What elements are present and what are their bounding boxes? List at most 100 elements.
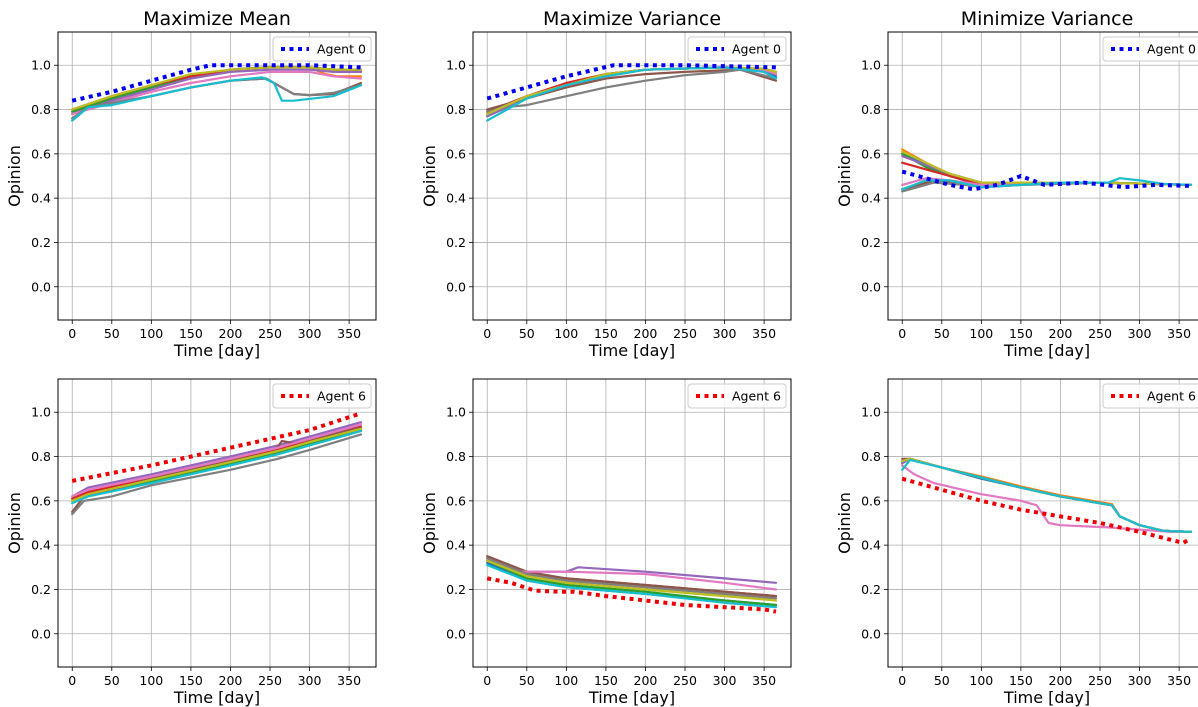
series-line-8	[71, 427, 363, 502]
x-axis-label: Time [day]	[173, 341, 260, 360]
series-line-7	[486, 557, 778, 600]
y-tick-label: 0.0	[31, 279, 51, 294]
legend-label: Agent 6	[317, 389, 366, 404]
y-axis-label: Opinion	[835, 492, 854, 554]
y-tick-label: 0.0	[861, 279, 881, 294]
legend-box	[272, 36, 372, 62]
y-tick-label: 0.2	[31, 235, 51, 250]
x-tick-label: 150	[594, 326, 618, 341]
x-tick-label: 350	[337, 326, 361, 341]
y-tick-label: 0.2	[861, 582, 881, 597]
legend-box	[687, 383, 787, 409]
y-tick-label: 0.8	[861, 102, 881, 117]
series-line-4	[71, 421, 363, 498]
y-tick-label: 0.6	[446, 493, 466, 508]
x-tick-label: 200	[219, 326, 243, 341]
legend: Agent 6	[1102, 383, 1198, 409]
x-tick-label: 50	[104, 673, 120, 688]
x-tick-label: 350	[1167, 673, 1191, 688]
legend-box	[687, 36, 787, 62]
x-tick-label: 0	[483, 673, 491, 688]
x-tick-label: 0	[483, 326, 491, 341]
subplot-5: 0 50 100 150 200 250 300 350 0.0 0.2 0.4 0.6 0.8 1.0 T…	[835, 378, 1198, 707]
x-tick-label: 350	[337, 673, 361, 688]
y-tick-label: 1.0	[446, 405, 466, 420]
y-tick-label: 1.0	[861, 58, 881, 73]
x-tick-label: 300	[1128, 326, 1152, 341]
legend-label: Agent 0	[1147, 42, 1196, 57]
x-axis-label: Time [day]	[588, 688, 675, 707]
series-line-9	[901, 458, 1193, 534]
legend-box	[1102, 36, 1198, 62]
y-tick-label: 0.4	[31, 538, 51, 553]
subplot-3: 0 50 100 150 200 250 300 350 0.0 0.2 0.4 0.6 0.8 1.0 T…	[5, 378, 377, 707]
x-axis-label: Time [day]	[1003, 341, 1090, 360]
y-tick-label: 0.2	[446, 582, 466, 597]
y-tick-label: 1.0	[861, 405, 881, 420]
series-line-9	[486, 563, 778, 609]
axes-frame	[472, 31, 792, 321]
legend: Agent 6	[687, 383, 787, 409]
subplot-2: 0 50 100 150 200 250 300 350 0.0 0.2 0.4 0.6 0.8 1.0 M…	[835, 8, 1198, 360]
x-tick-label: 150	[1009, 326, 1033, 341]
series-line-9	[71, 76, 363, 122]
y-tick-label: 1.0	[446, 58, 466, 73]
legend-label: Agent 6	[732, 389, 781, 404]
series-line-8	[486, 66, 778, 116]
x-tick-label: 300	[298, 673, 322, 688]
y-axis-label: Opinion	[420, 145, 439, 207]
y-tick-label: 0.0	[446, 626, 466, 641]
x-tick-label: 100	[554, 326, 578, 341]
x-tick-label: 0	[68, 673, 76, 688]
y-tick-label: 0.2	[861, 235, 881, 250]
x-tick-label: 50	[519, 326, 535, 341]
x-tick-label: 50	[104, 326, 120, 341]
y-axis-label: Opinion	[835, 145, 854, 207]
x-tick-label: 100	[554, 673, 578, 688]
x-tick-label: 50	[934, 673, 950, 688]
axes-frame	[57, 31, 377, 321]
x-tick-label: 0	[898, 673, 906, 688]
x-tick-label: 150	[594, 673, 618, 688]
y-tick-label: 0.2	[446, 235, 466, 250]
x-tick-label: 250	[258, 326, 282, 341]
x-tick-label: 200	[634, 326, 658, 341]
x-tick-label: 200	[219, 673, 243, 688]
y-tick-label: 0.0	[446, 279, 466, 294]
x-tick-label: 100	[139, 673, 163, 688]
series-line-1	[486, 66, 778, 116]
series-line-8	[486, 559, 778, 602]
y-tick-label: 0.8	[31, 449, 51, 464]
x-tick-label: 150	[179, 326, 203, 341]
y-tick-label: 1.0	[31, 405, 51, 420]
x-tick-label: 50	[934, 326, 950, 341]
x-tick-label: 0	[898, 326, 906, 341]
x-axis-label: Time [day]	[173, 688, 260, 707]
highlight-agent-line	[901, 169, 1192, 192]
subplot-1: 0 50 100 150 200 250 300 350 0.0 0.2 0.4 0.6 0.8 1.0 M…	[420, 8, 792, 360]
series-line-6	[71, 70, 363, 116]
x-tick-label: 200	[1049, 326, 1073, 341]
y-tick-label: 0.8	[861, 449, 881, 464]
series-line-6	[486, 66, 778, 116]
y-tick-label: 0.6	[861, 146, 881, 161]
x-tick-label: 100	[969, 326, 993, 341]
y-axis-label: Opinion	[5, 145, 24, 207]
x-tick-label: 150	[179, 673, 203, 688]
x-tick-label: 100	[139, 326, 163, 341]
x-tick-label: 250	[673, 326, 697, 341]
y-tick-label: 0.4	[446, 191, 466, 206]
axes-frame	[887, 31, 1198, 321]
y-tick-label: 0.6	[446, 146, 466, 161]
legend-box	[272, 383, 372, 409]
series-line-4	[71, 68, 363, 116]
x-tick-label: 250	[1088, 326, 1112, 341]
legend: Agent 6	[272, 383, 372, 409]
y-tick-label: 0.4	[861, 191, 881, 206]
y-axis-label: Opinion	[420, 492, 439, 554]
x-tick-label: 0	[68, 326, 76, 341]
highlight-agent-line	[71, 63, 362, 103]
x-tick-label: 200	[634, 673, 658, 688]
series-line-6	[901, 464, 1193, 534]
